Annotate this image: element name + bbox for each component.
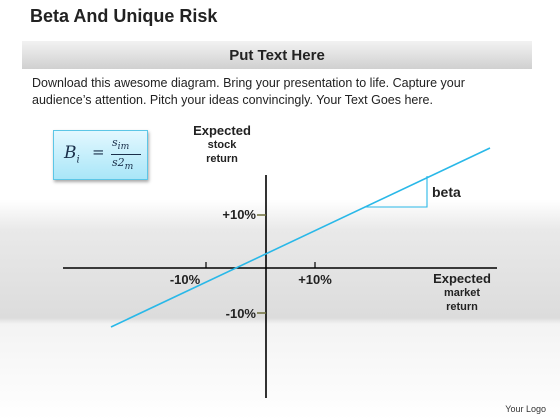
formula-lhs: Bi [64,143,80,166]
formula-denominator: s2m [112,156,134,173]
formula-equals: = [92,143,105,161]
beta-slope-triangle [364,176,428,208]
text-banner: Put Text Here [22,41,532,69]
slide-title: Beta And Unique Risk [30,6,218,26]
tick-label-x-pos: +10% [298,272,332,287]
formula-numerator: sim [112,136,130,153]
beta-label: beta [432,184,461,200]
tick-label-x-neg: -10% [169,272,201,287]
tick-label-y-pos: +10% [222,207,256,222]
x-axis-label: Expected market return [433,271,491,314]
logo-placeholder: Your Logo [505,404,546,414]
beta-formula-box: Bi = sim s2m [53,130,148,180]
description-text: Download this awesome diagram. Bring you… [32,76,465,107]
formula-fraction-bar [111,154,141,155]
tick-label-y-neg: -10% [225,306,256,321]
y-axis-label: Expected stock return [193,123,251,166]
banner-text: Put Text Here [229,46,325,64]
